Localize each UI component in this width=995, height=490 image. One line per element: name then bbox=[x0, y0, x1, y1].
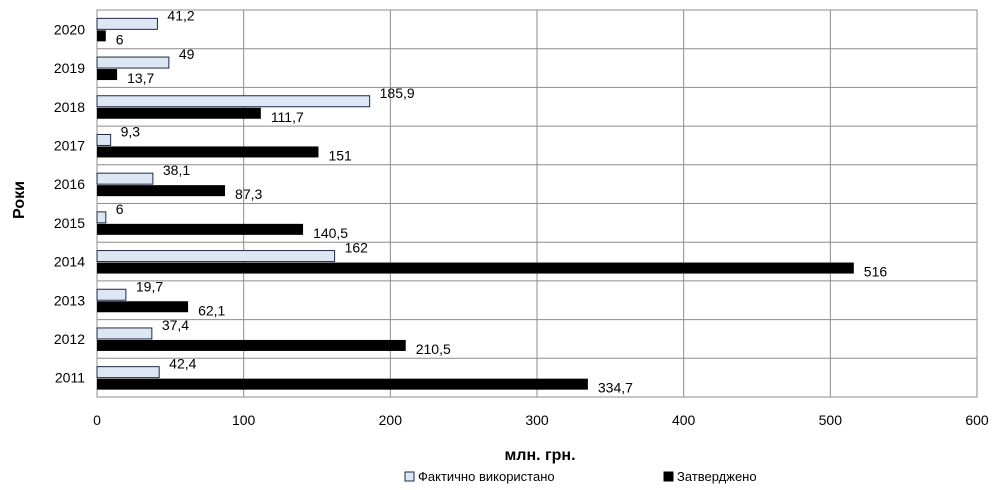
year-label: 2019 bbox=[54, 60, 85, 76]
year-label: 2020 bbox=[54, 21, 85, 37]
bar-approved bbox=[97, 107, 261, 119]
data-label-approved: 62,1 bbox=[198, 302, 225, 318]
bar-actual bbox=[96, 56, 170, 69]
bar-actual bbox=[96, 327, 153, 340]
year-label: 2013 bbox=[54, 292, 85, 308]
bar-approved bbox=[97, 146, 319, 158]
bar-actual bbox=[96, 366, 160, 379]
year-label: 2017 bbox=[54, 137, 85, 153]
data-label-approved: 334,7 bbox=[598, 380, 633, 396]
legend-label-approved: Затверджено bbox=[677, 469, 757, 484]
data-labels: 42,4 334,7 37,4 210,5 19,7 62,1 162 516 6 140,5 38… bbox=[116, 7, 888, 395]
bar-actual bbox=[96, 211, 107, 224]
data-label-approved: 151 bbox=[328, 147, 352, 163]
legend-swatch-actual bbox=[404, 471, 415, 482]
data-label-actual: 38,1 bbox=[163, 162, 190, 178]
bar-actual bbox=[96, 250, 336, 263]
bar-actual bbox=[96, 172, 154, 185]
bars bbox=[96, 17, 854, 390]
year-label: 2015 bbox=[54, 215, 85, 231]
data-label-actual: 42,4 bbox=[169, 356, 196, 372]
year-labels: 2011 2012 2013 2014 2015 2016 2017 2018 2019 2020 bbox=[54, 21, 85, 385]
data-label-approved: 87,3 bbox=[235, 186, 262, 202]
data-label-approved: 6 bbox=[116, 31, 124, 47]
bar-approved bbox=[97, 301, 189, 313]
x-tick-label: 0 bbox=[93, 412, 101, 428]
bar-actual bbox=[96, 95, 371, 108]
data-label-approved: 13,7 bbox=[127, 70, 154, 86]
data-label-actual: 41,2 bbox=[167, 7, 194, 23]
data-label-actual: 19,7 bbox=[136, 278, 163, 294]
x-tick-label: 400 bbox=[672, 412, 696, 428]
legend-swatch-approved bbox=[663, 471, 674, 482]
data-label-actual: 9,3 bbox=[121, 123, 141, 139]
data-label-approved: 516 bbox=[864, 264, 888, 280]
year-label: 2012 bbox=[54, 331, 85, 347]
bar-approved bbox=[97, 185, 226, 197]
data-label-actual: 6 bbox=[116, 201, 124, 217]
bar-approved bbox=[97, 223, 304, 235]
x-axis-title: млн. грн. bbox=[504, 447, 575, 464]
data-label-actual: 162 bbox=[345, 240, 369, 256]
year-label: 2016 bbox=[54, 176, 85, 192]
year-label: 2011 bbox=[55, 370, 85, 386]
bar-actual bbox=[96, 133, 112, 146]
bar-approved bbox=[97, 378, 588, 390]
data-label-approved: 140,5 bbox=[313, 225, 348, 241]
grid bbox=[96, 9, 978, 398]
bar-approved bbox=[97, 69, 118, 81]
data-label-actual: 185,9 bbox=[380, 85, 415, 101]
data-label-approved: 111,7 bbox=[271, 109, 304, 125]
legend: Фактично використано Затверджено bbox=[404, 469, 757, 484]
data-label-actual: 49 bbox=[179, 46, 195, 62]
bar-approved bbox=[97, 30, 106, 42]
x-tick-label: 500 bbox=[819, 412, 843, 428]
x-tick-label: 600 bbox=[965, 412, 989, 428]
bar-actual bbox=[96, 17, 158, 30]
data-label-actual: 37,4 bbox=[162, 317, 189, 333]
bar-actual bbox=[96, 288, 127, 301]
data-label-approved: 210,5 bbox=[416, 341, 451, 357]
x-tick-label: 100 bbox=[232, 412, 256, 428]
year-label: 2018 bbox=[54, 99, 85, 115]
y-axis-title: Роки bbox=[11, 181, 28, 219]
legend-label-actual: Фактично використано bbox=[418, 469, 555, 484]
bar-approved bbox=[97, 339, 406, 351]
bar-approved bbox=[97, 262, 854, 274]
x-tick-labels: 0 100 200 300 400 500 600 bbox=[93, 412, 989, 428]
x-tick-label: 200 bbox=[379, 412, 403, 428]
year-label: 2014 bbox=[54, 254, 85, 270]
x-tick-label: 300 bbox=[525, 412, 549, 428]
